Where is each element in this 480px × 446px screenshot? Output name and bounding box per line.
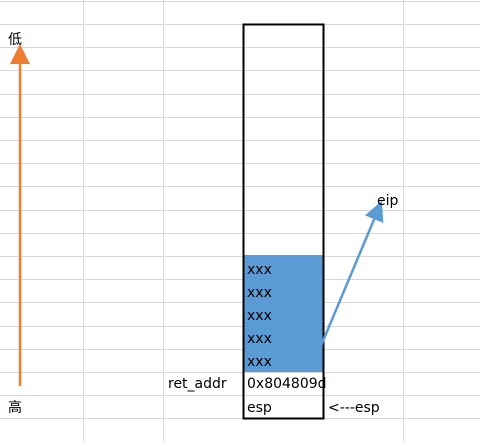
high-label: 高 (8, 399, 22, 416)
stack-box (242, 23, 325, 420)
stack-cell: xxx (247, 354, 272, 370)
eip-arrow (308, 200, 384, 373)
esp-pointer: <---esp (328, 400, 380, 416)
eip-label: eip (377, 193, 399, 209)
ret-addr-value: 0x804809d (247, 376, 327, 392)
stack-cell: xxx (247, 331, 272, 347)
ret-addr-label: ret_addr (168, 376, 227, 392)
stack-cell: xxx (247, 308, 272, 324)
esp-cell: esp (247, 400, 272, 416)
stack-cell: xxx (247, 285, 272, 301)
low-label: 低 (8, 32, 22, 48)
stack-cell: xxx (247, 262, 272, 278)
stack-fill (243, 255, 323, 372)
